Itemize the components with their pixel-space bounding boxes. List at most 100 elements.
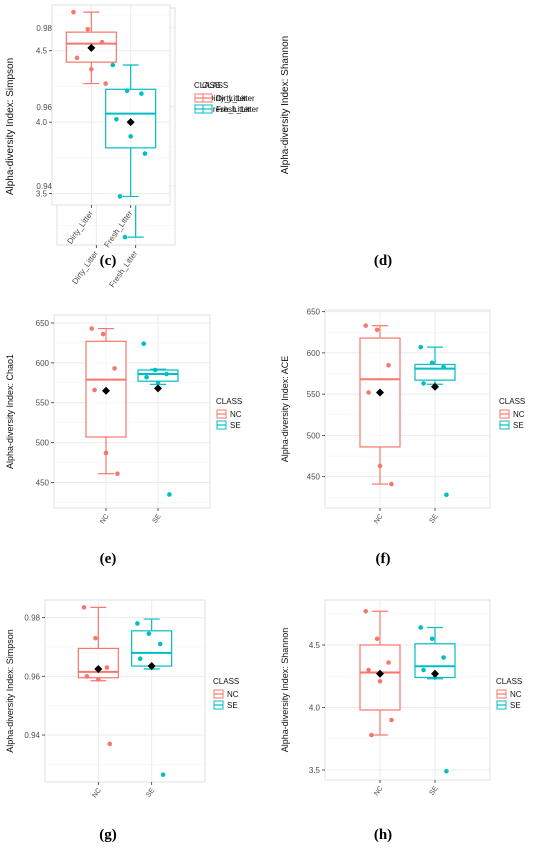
box-SE bbox=[414, 625, 456, 774]
legend-entry: NC bbox=[230, 410, 242, 419]
panel-caption-d: (d) bbox=[373, 253, 393, 269]
mean-diamond bbox=[94, 664, 103, 673]
plot-area bbox=[324, 599, 491, 781]
legend-title: CLASS bbox=[499, 397, 525, 406]
data-point bbox=[389, 717, 394, 723]
data-point bbox=[112, 366, 117, 371]
data-point bbox=[89, 66, 94, 72]
data-point bbox=[429, 360, 435, 366]
axis-label-y: Alpha-diversity Index: Chao1 bbox=[5, 354, 15, 469]
data-point bbox=[363, 323, 369, 328]
tick-label-y: 0.94 bbox=[36, 182, 52, 191]
data-point bbox=[99, 39, 105, 45]
data-point bbox=[389, 481, 394, 487]
tick-label-x: SE bbox=[429, 513, 440, 525]
tick-label-x: NC bbox=[373, 785, 385, 797]
mean-diamond bbox=[147, 662, 156, 671]
tick-label-y: 650 bbox=[307, 308, 321, 317]
box-iqr bbox=[137, 369, 179, 382]
data-point bbox=[429, 636, 435, 642]
data-point bbox=[84, 674, 90, 679]
mean-diamond bbox=[87, 43, 96, 52]
data-point bbox=[146, 631, 152, 637]
data-point bbox=[152, 367, 158, 373]
data-point bbox=[85, 26, 91, 32]
tick-label-x: NC bbox=[99, 513, 111, 525]
data-point bbox=[155, 380, 161, 386]
data-point bbox=[144, 374, 149, 380]
data-point bbox=[122, 234, 128, 240]
box-SE bbox=[131, 618, 173, 777]
tick-label-y: 450 bbox=[307, 473, 321, 482]
legend-entry: SE bbox=[230, 421, 241, 430]
legend-entry: NC bbox=[513, 410, 525, 419]
data-point bbox=[110, 62, 116, 68]
legend-entry: NC bbox=[227, 690, 239, 699]
axis-label-y: Alpha-diversity Index: Simpson bbox=[5, 629, 15, 753]
box-NC bbox=[77, 605, 119, 747]
mean-diamond bbox=[154, 384, 162, 393]
chart-svg-d: 3.5 4.0 4.5 Dirty_Litter Fresh_Litter Alpha-d… bbox=[36, 4, 291, 249]
legend-title: CLASS bbox=[216, 397, 242, 406]
tick-label-x: SE bbox=[429, 785, 440, 797]
data-point bbox=[366, 390, 371, 395]
data-point bbox=[444, 492, 449, 498]
chart-panel-f: 450 500 550 600 650 NC SE Alpha-diversity Index… bbox=[275, 305, 550, 555]
panel-caption-e: (e) bbox=[99, 551, 117, 567]
data-point bbox=[117, 194, 123, 199]
data-point bbox=[114, 116, 119, 122]
data-point bbox=[377, 678, 383, 684]
data-point bbox=[92, 387, 97, 393]
chart-svg-g: 0.94 0.96 0.98 NC SE Alpha-diversity Index: S… bbox=[5, 599, 239, 799]
tick-label-x: SE bbox=[145, 787, 156, 799]
legend-title: CLASS bbox=[213, 677, 239, 686]
tick-label-y: 650 bbox=[36, 319, 50, 328]
box-Fresh_Litter bbox=[105, 62, 157, 199]
mean-diamond bbox=[102, 386, 110, 395]
mean-diamond bbox=[431, 382, 439, 391]
box-NC bbox=[359, 323, 401, 487]
legend-entry: SE bbox=[510, 701, 521, 710]
axis-label-y: Alpha-diversity Index: Shannon bbox=[280, 36, 291, 174]
data-point bbox=[139, 91, 144, 96]
tick-label-y: 0.98 bbox=[24, 614, 40, 623]
chart-panel-h: 3.5 4.0 4.5 NC SE Alpha-diversity Index: Shan… bbox=[275, 590, 550, 860]
data-point bbox=[100, 331, 106, 337]
chart-panel-d: 3.5 4.0 4.5 Dirty_Litter Fresh_Litter Alpha-d… bbox=[36, 0, 550, 255]
tick-label-x: SE bbox=[152, 513, 163, 525]
legend-title: CLASS bbox=[496, 677, 522, 686]
plot-area bbox=[324, 309, 491, 509]
data-point bbox=[107, 741, 113, 747]
data-point bbox=[444, 768, 449, 774]
data-point bbox=[164, 371, 169, 377]
legend-title: CLASS bbox=[202, 81, 228, 90]
legend-entry: Dirty_Litter bbox=[216, 94, 255, 103]
chart-svg-e: 450 500 550 600 650 NC SE Alpha-diversity Index… bbox=[5, 314, 242, 525]
box-iqr bbox=[77, 647, 119, 679]
tick-label-y: 0.94 bbox=[24, 731, 40, 740]
box-NC bbox=[359, 608, 401, 738]
mean-diamond bbox=[376, 669, 384, 678]
legend-entry: SE bbox=[513, 421, 524, 430]
panel-caption-f: (f) bbox=[375, 551, 391, 567]
data-point bbox=[441, 655, 446, 660]
tick-label-y: 500 bbox=[36, 439, 50, 448]
panel-caption-c: (c) bbox=[99, 253, 117, 269]
axis-label-y: Alpha-diversity Index: ACE bbox=[280, 356, 290, 463]
box-SE bbox=[414, 344, 456, 498]
tick-label-y: 500 bbox=[307, 431, 321, 440]
data-point bbox=[141, 341, 147, 347]
data-point bbox=[93, 635, 98, 641]
chart-panel-e: 450 500 550 600 650 NC SE Alpha-diversity Index… bbox=[0, 305, 275, 555]
box-Dirty_Litter bbox=[65, 9, 117, 86]
tick-label-y: 3.5 bbox=[309, 766, 321, 775]
data-point bbox=[363, 608, 369, 614]
tick-label-y: 600 bbox=[36, 359, 50, 368]
data-point bbox=[137, 656, 143, 662]
data-point bbox=[386, 660, 391, 665]
chart-panel-g: 0.94 0.96 0.98 NC SE Alpha-diversity Index: S… bbox=[0, 590, 275, 860]
plot-area bbox=[53, 314, 211, 509]
data-point bbox=[124, 88, 130, 94]
legend-entry: Dirty_Litter bbox=[208, 94, 247, 103]
legend-entry: NC bbox=[510, 690, 522, 699]
